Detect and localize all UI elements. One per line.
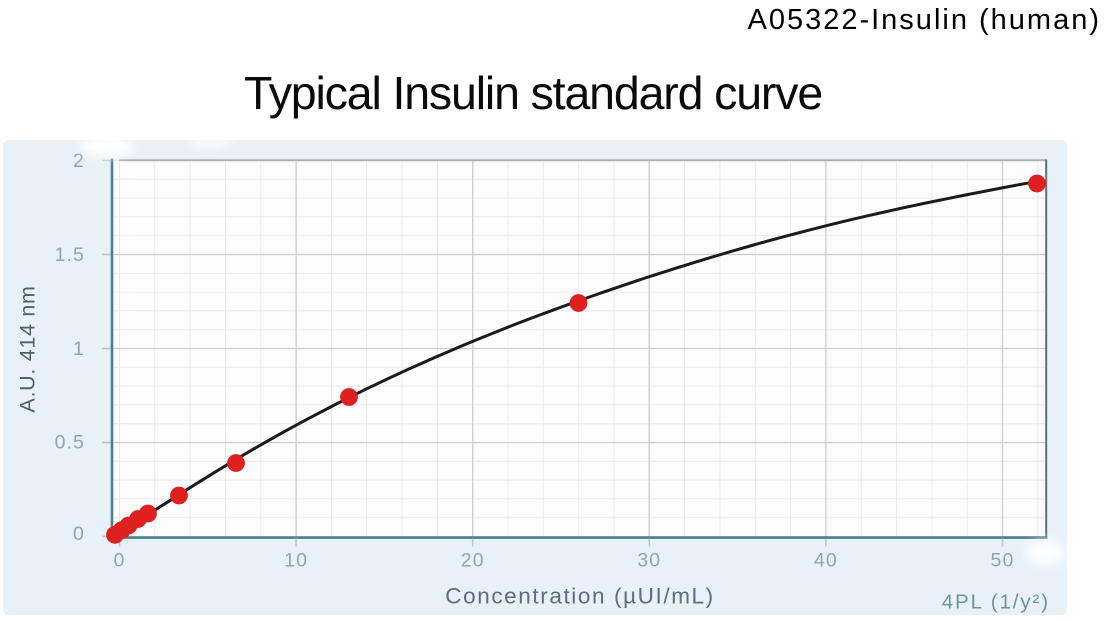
svg-text:2: 2 — [73, 150, 85, 172]
svg-text:1.5: 1.5 — [55, 244, 85, 266]
svg-text:40: 40 — [814, 550, 838, 572]
svg-text:0: 0 — [73, 523, 85, 545]
svg-text:1: 1 — [73, 338, 85, 360]
svg-text:20: 20 — [461, 550, 485, 572]
svg-text:50: 50 — [991, 550, 1015, 572]
svg-text:0.5: 0.5 — [55, 432, 85, 454]
svg-text:0: 0 — [114, 550, 126, 572]
svg-text:Concentration (µUI/mL): Concentration (µUI/mL) — [445, 584, 715, 609]
svg-text:10: 10 — [284, 550, 308, 572]
svg-text:30: 30 — [637, 550, 661, 572]
svg-text:4PL (1/y²): 4PL (1/y²) — [942, 591, 1050, 614]
svg-text:A.U. 414 nm: A.U. 414 nm — [16, 285, 40, 412]
